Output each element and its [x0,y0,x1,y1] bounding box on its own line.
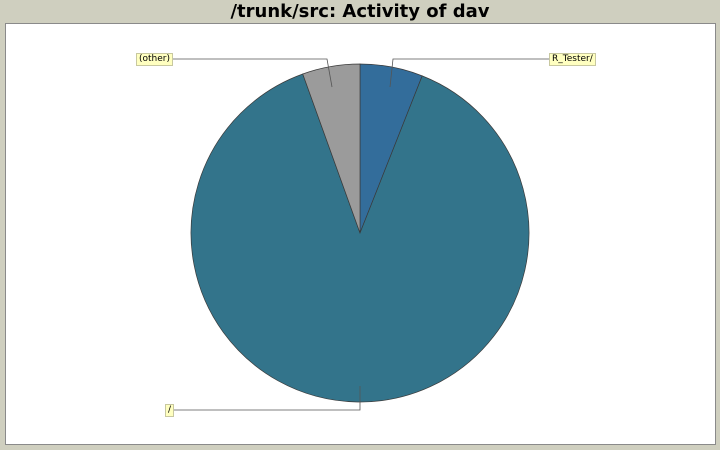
leader-other [172,58,333,88]
slice-root [190,73,530,403]
chart-title: /trunk/src: Activity of dav [230,1,490,22]
plot-area: R_Tester/ / (other) [5,23,716,445]
leader-root [170,386,361,411]
pie-chart [170,58,549,411]
slice-other [302,63,361,234]
label-root: / [165,404,175,417]
label-other: (other) [136,53,173,66]
leader-r-tester [389,58,549,88]
label-r-tester: R_Tester/ [549,53,596,66]
